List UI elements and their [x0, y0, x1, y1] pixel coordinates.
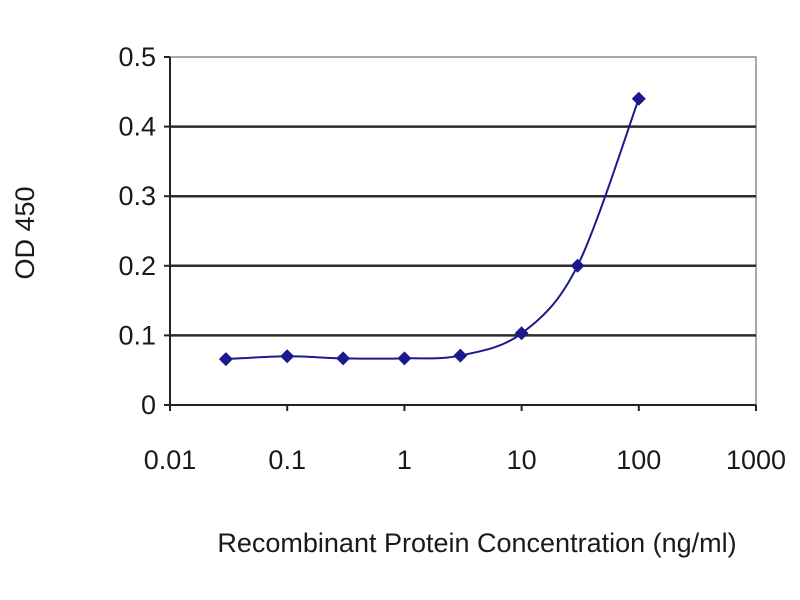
data-point-marker: [280, 349, 295, 364]
data-point-marker: [397, 351, 412, 366]
gridlines: [170, 125, 756, 337]
x-tick-label: 0.1: [268, 445, 306, 475]
y-tick-label: 0.5: [118, 42, 156, 72]
x-tick-label: 10: [507, 445, 537, 475]
data-series: [218, 91, 646, 367]
y-tick-label: 0.1: [118, 320, 156, 350]
data-point-marker: [453, 348, 468, 363]
x-axis-title: Recombinant Protein Concentration (ng/ml…: [217, 528, 736, 558]
y-tick-label: 0.3: [118, 181, 156, 211]
axes: [164, 56, 757, 411]
data-point-marker: [336, 351, 351, 366]
data-point-marker: [218, 352, 233, 367]
x-tick-labels: 0.01 0.1 1 10 100 1000: [144, 445, 786, 475]
y-tick-label: 0: [141, 390, 156, 420]
plot-area: [169, 56, 757, 406]
x-tick-label: 100: [616, 445, 661, 475]
x-tick-label: 0.01: [144, 445, 197, 475]
x-tick-label: 1: [397, 445, 412, 475]
x-tick-label: 1000: [726, 445, 786, 475]
y-tick-label: 0.4: [118, 112, 156, 142]
data-point-marker: [570, 258, 585, 273]
plot-border: [169, 56, 757, 406]
data-point-marker: [514, 326, 529, 341]
data-point-marker: [631, 91, 646, 106]
y-tick-label: 0.2: [118, 251, 156, 281]
y-axis-title: OD 450: [10, 186, 40, 279]
y-tick-labels: 0 0.1 0.2 0.3 0.4 0.5: [118, 42, 156, 420]
